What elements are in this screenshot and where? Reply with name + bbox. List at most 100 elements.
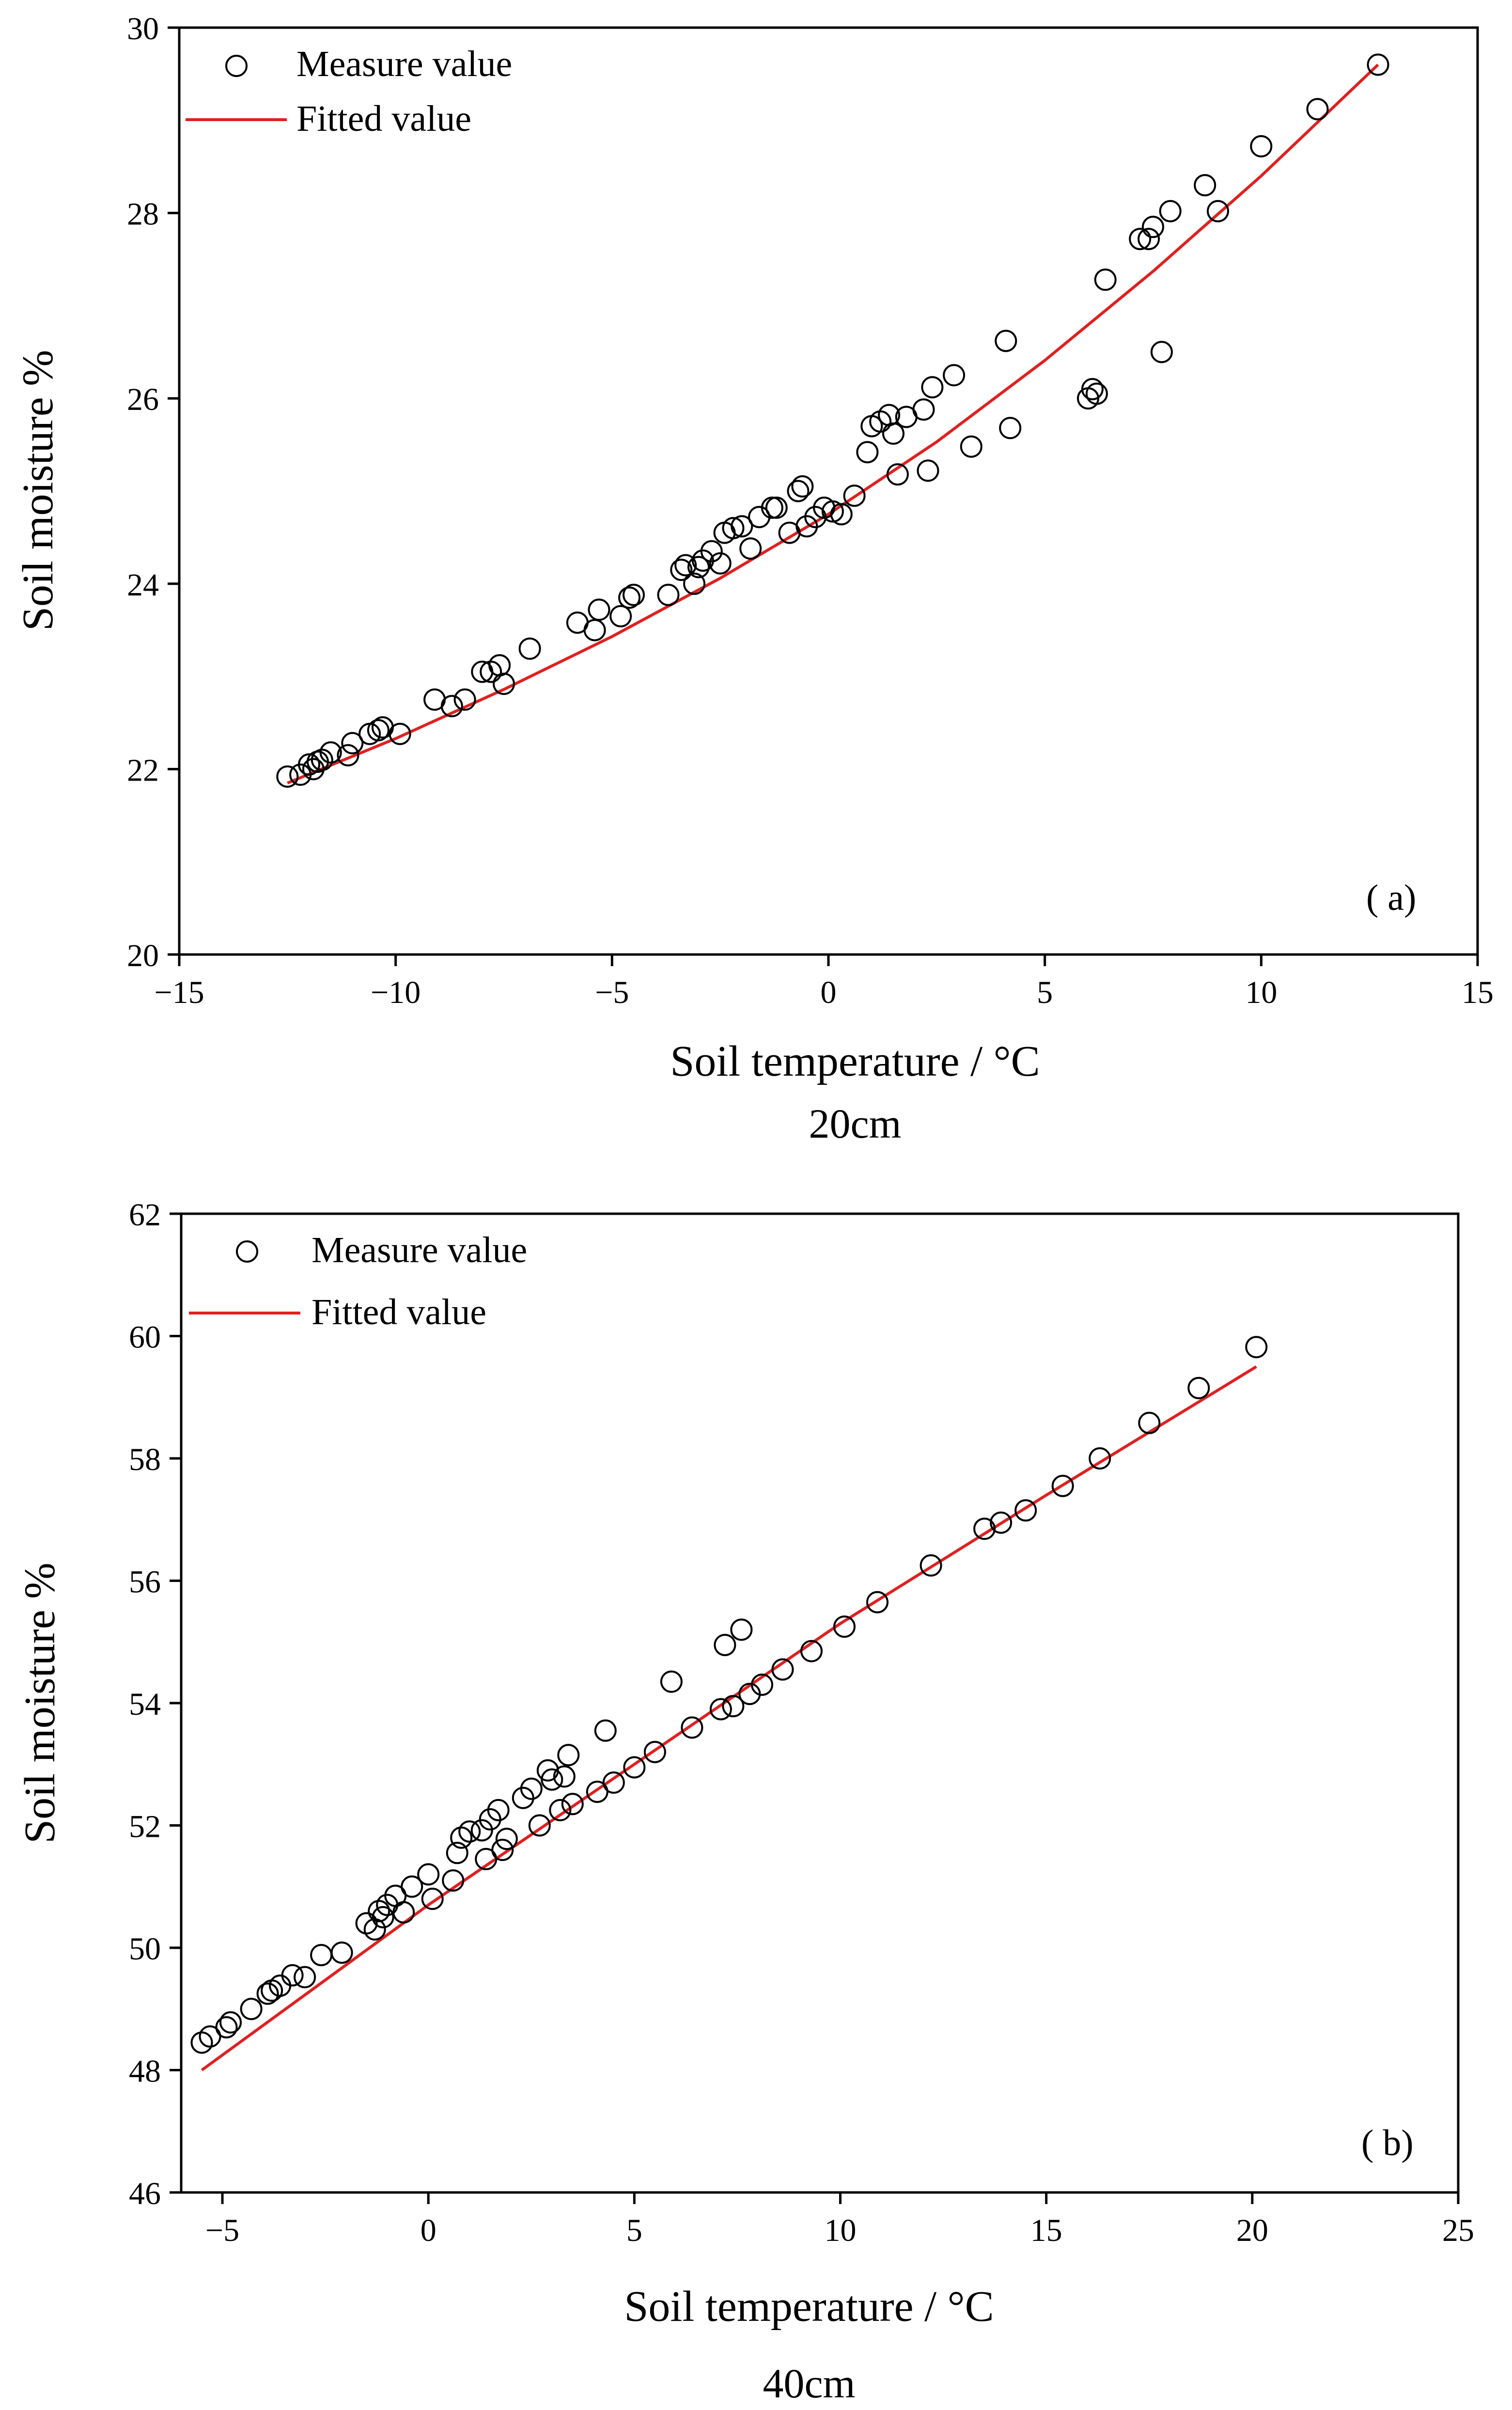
data-point (311, 749, 333, 771)
data-point (1367, 53, 1389, 76)
data-point (670, 559, 693, 581)
panel-label: ( b) (1361, 2123, 1414, 2163)
legend: Measure value Fitted value (189, 1230, 527, 1332)
legend-fitted-label: Fitted value (296, 98, 471, 139)
y-tick-label: 28 (127, 197, 159, 232)
data-point (417, 1863, 440, 1886)
x-tick-label: 5 (1037, 975, 1053, 1010)
data-point (363, 1918, 386, 1941)
data-point (921, 376, 944, 399)
y-tick-label: 52 (129, 1809, 161, 1845)
data-point (912, 398, 935, 421)
y-tick-label: 46 (129, 2176, 161, 2211)
data-point (219, 2011, 242, 2034)
legend-measured-marker (225, 55, 248, 77)
data-point (561, 1793, 584, 1815)
data-point (995, 329, 1017, 352)
data-point (714, 1634, 736, 1657)
data-point (866, 1591, 888, 1613)
data-point (674, 554, 697, 577)
data-point (594, 1719, 617, 1742)
data-point (791, 475, 814, 498)
data-point (450, 1826, 473, 1849)
data-point (1159, 200, 1182, 222)
data-point (681, 1716, 703, 1739)
plot-frame (178, 26, 1479, 956)
data-point (487, 1799, 510, 1821)
y-tick-label: 24 (127, 567, 159, 603)
data-point (722, 517, 745, 539)
data-point (1187, 1377, 1210, 1399)
data-point (643, 1741, 666, 1763)
data-point (1250, 135, 1273, 157)
x-tick-label: −10 (371, 975, 421, 1010)
data-point (1094, 268, 1117, 291)
data-point (683, 572, 706, 595)
data-point (771, 1658, 794, 1681)
data-point (882, 422, 904, 445)
legend-fitted-label: Fitted value (312, 1292, 486, 1332)
data-point (709, 1698, 732, 1721)
data-point (943, 364, 966, 387)
legend-measured-label: Measure value (312, 1230, 527, 1270)
data-point (240, 1998, 263, 2020)
data-point (215, 2016, 238, 2039)
data-point (491, 1839, 514, 1861)
panel-label: ( a) (1366, 877, 1416, 918)
y-tick-label: 22 (127, 752, 159, 788)
data-point (440, 695, 463, 718)
data-point (557, 1744, 580, 1767)
data-point (1138, 228, 1160, 250)
data-point (319, 741, 342, 764)
data-point (368, 1900, 390, 1923)
data-point (821, 500, 844, 523)
x-tick-label: 15 (1462, 975, 1494, 1010)
x-tick-label: 0 (421, 2213, 436, 2248)
data-point (372, 1906, 394, 1928)
data-point (276, 765, 299, 788)
data-point (999, 417, 1022, 439)
data-point (355, 1912, 378, 1935)
data-point (731, 515, 753, 538)
data-point (549, 1799, 572, 1821)
x-tick-label: 15 (1030, 2213, 1062, 2248)
data-point (392, 1901, 415, 1924)
y-tick-label: 30 (127, 11, 159, 47)
y-tick-label: 58 (129, 1442, 161, 1477)
legend-measured-label: Measure value (296, 44, 512, 84)
data-point (341, 732, 364, 754)
data-point (973, 1518, 996, 1540)
data-point (960, 435, 982, 458)
data-point (739, 537, 762, 560)
x-tick-label: −15 (154, 975, 204, 1010)
fitted-line (201, 1365, 1257, 2071)
data-point (310, 1944, 333, 1967)
data-point (446, 1842, 468, 1864)
data-point (1014, 1499, 1037, 1522)
x-tick-label: 20 (1236, 2213, 1268, 2248)
data-point (1150, 341, 1173, 363)
data-point (470, 1819, 493, 1842)
data-point (730, 1618, 753, 1641)
legend-measured-marker (236, 1240, 258, 1263)
data-point (281, 1964, 304, 1987)
plot-frame (180, 1212, 1460, 2194)
data-point (657, 583, 680, 606)
data-point (330, 1941, 353, 1964)
data-point (660, 1670, 683, 1693)
data-point (421, 1888, 444, 1910)
data-point (294, 1966, 316, 1988)
data-point (700, 540, 723, 563)
data-point (722, 1695, 745, 1718)
panel-caption: 20cm (809, 1100, 901, 1147)
data-point (298, 753, 320, 776)
x-tick-label: 10 (825, 2213, 857, 2248)
data-point (442, 1869, 465, 1892)
x-tick-label: 0 (821, 975, 837, 1010)
data-point (623, 583, 645, 606)
fitted-line (287, 63, 1379, 784)
data-point (199, 2025, 221, 2048)
data-point (917, 459, 939, 482)
data-point (765, 496, 788, 519)
